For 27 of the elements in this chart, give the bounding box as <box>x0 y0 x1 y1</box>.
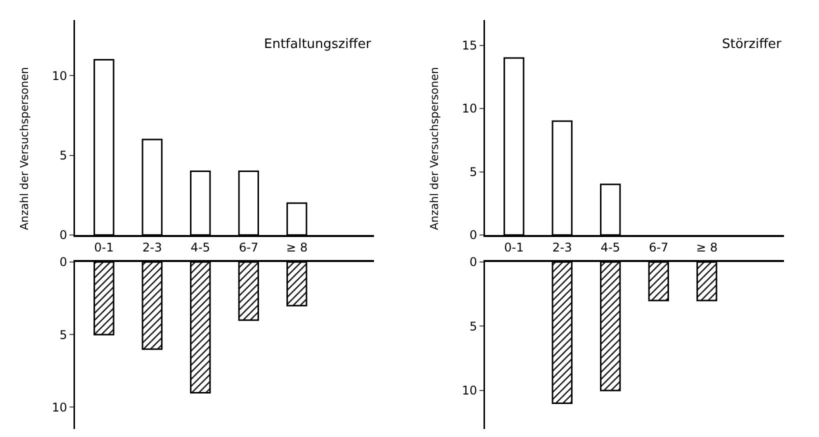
y-axis-title: Anzahl der Versuchspersonen <box>428 66 442 230</box>
y-tick-label: 5 <box>469 164 478 179</box>
y-tick-label: 10 <box>52 68 68 83</box>
y-tick-label: 15 <box>462 38 478 52</box>
text: Störziffer <box>722 37 782 52</box>
y-tick-label: 10 <box>462 102 478 116</box>
x-tick-label: 0-1 <box>94 240 114 254</box>
y-tick-label: 5 <box>469 319 478 334</box>
x-tick-label: 6-7 <box>648 240 668 254</box>
y-tick-label: 5 <box>59 148 68 163</box>
x-tick-label: 2-3 <box>552 240 572 254</box>
y-tick-label: 0 <box>59 255 68 270</box>
y-tick-label: 0 <box>59 228 68 242</box>
y-tick-label: 0 <box>469 228 478 242</box>
y-tick-label: 5 <box>59 328 68 342</box>
x-tick-label: ≥ 8 <box>286 240 308 254</box>
x-tick-label: 0-1 <box>504 240 524 254</box>
y-axis-title: Anzahl der Versuchspersonen <box>18 66 32 230</box>
x-tick-label: 2-3 <box>142 240 162 254</box>
y-tick-label: 0 <box>469 255 478 270</box>
y-tick-label: 10 <box>52 400 68 414</box>
x-tick-label: 4-5 <box>190 240 210 254</box>
x-tick-label: 6-7 <box>238 240 258 254</box>
text: Entfaltungsziffer <box>264 37 372 52</box>
x-tick-label: ≥ 8 <box>696 240 718 254</box>
x-tick-label: 4-5 <box>600 240 620 254</box>
y-tick-label: 10 <box>462 384 478 398</box>
